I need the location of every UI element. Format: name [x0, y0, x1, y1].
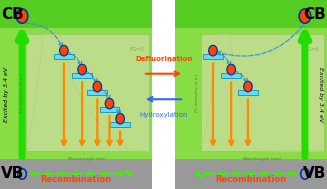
Bar	[0, 0, 152, 28]
Circle shape	[116, 113, 124, 124]
Text: Hydroxylation: Hydroxylation	[139, 112, 188, 118]
Text: Recombination: Recombination	[215, 175, 286, 184]
Bar	[110, 122, 130, 127]
Text: Wavelength (nm): Wavelength (nm)	[243, 157, 281, 161]
Text: PL Intensity (a.u.): PL Intensity (a.u.)	[195, 73, 199, 112]
Text: Defluorination: Defluorination	[135, 56, 192, 62]
Text: PL Intensity (a.u.): PL Intensity (a.u.)	[20, 73, 24, 112]
Bar	[87, 90, 107, 95]
Circle shape	[105, 98, 114, 109]
Bar	[0, 159, 152, 189]
Bar	[221, 73, 241, 78]
Text: Excited by 3.4 eV: Excited by 3.4 eV	[318, 67, 323, 122]
Bar	[100, 107, 119, 112]
Bar	[0, 28, 152, 159]
Text: FG=6: FG=6	[304, 47, 319, 52]
Text: CB: CB	[1, 7, 24, 22]
Text: VB: VB	[303, 166, 327, 181]
Text: FG=0: FG=0	[129, 47, 144, 52]
Text: Excited by 3.4 eV: Excited by 3.4 eV	[4, 67, 9, 122]
Circle shape	[227, 64, 235, 75]
Bar	[238, 90, 258, 95]
Bar	[175, 28, 327, 159]
Bar	[72, 73, 92, 78]
Circle shape	[93, 81, 102, 92]
Text: Recombination: Recombination	[41, 175, 112, 184]
Text: Wavelength (nm): Wavelength (nm)	[68, 157, 106, 161]
Bar	[175, 0, 327, 28]
Circle shape	[244, 81, 252, 92]
Text: CB: CB	[303, 7, 326, 22]
Text: VB: VB	[0, 166, 24, 181]
Bar	[203, 54, 223, 59]
Bar	[26, 34, 149, 151]
Circle shape	[209, 45, 217, 56]
Bar	[54, 54, 74, 59]
Circle shape	[299, 9, 311, 23]
Circle shape	[78, 64, 86, 75]
Bar	[175, 159, 327, 189]
Circle shape	[60, 45, 68, 56]
Circle shape	[16, 9, 28, 23]
Bar	[201, 34, 324, 151]
